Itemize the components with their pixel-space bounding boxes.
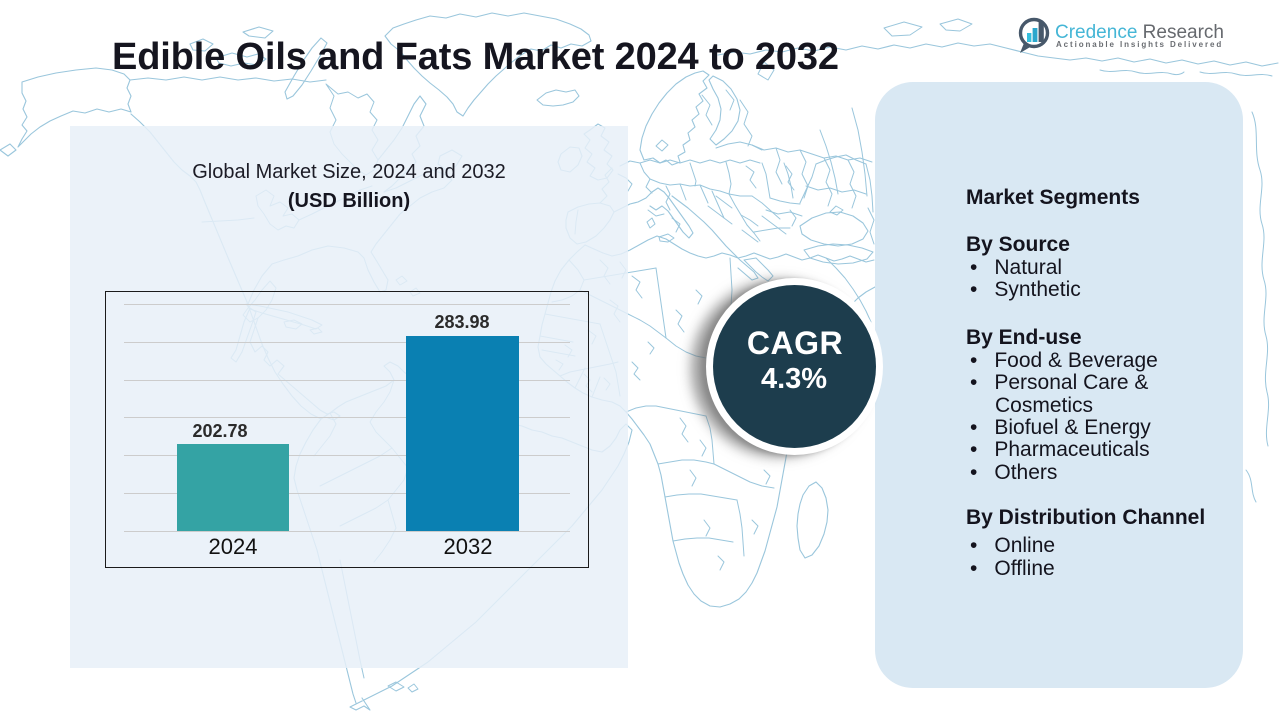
svg-text:Actionable Insights Delivered: Actionable Insights Delivered	[1056, 40, 1223, 49]
svg-text:Credence Research: Credence Research	[1055, 22, 1224, 43]
